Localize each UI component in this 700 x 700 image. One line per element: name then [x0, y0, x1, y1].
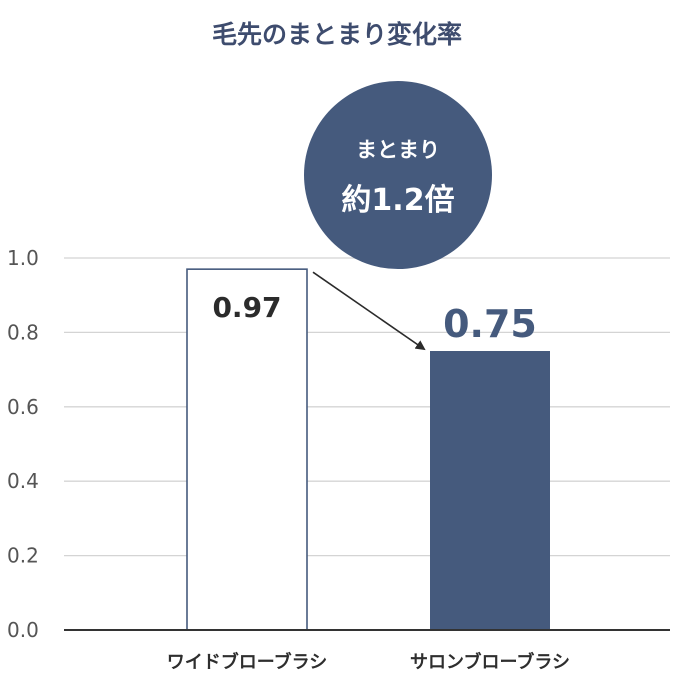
comparison-arrow	[312, 271, 426, 351]
y-tick-label: 1.0	[7, 246, 39, 270]
value-labels: 0.97 0.75	[212, 291, 536, 346]
y-tick-label: 0.8	[7, 320, 39, 344]
category-labels: ワイドブローブラシ サロンブローブラシ	[167, 651, 570, 673]
ratio-badge-circle	[304, 81, 492, 269]
ratio-badge: まとまり 約1.2倍	[304, 81, 492, 269]
category-label: サロンブローブラシ	[410, 651, 570, 673]
y-tick-label: 0.0	[7, 618, 39, 642]
value-label: 0.97	[212, 291, 281, 324]
y-tick-label: 0.6	[7, 395, 39, 419]
bars	[186, 268, 550, 631]
y-axis-ticks: 0.0 0.2 0.4 0.6 0.8 1.0	[7, 246, 39, 642]
ratio-badge-line1: まとまり	[356, 138, 440, 162]
bar-2	[430, 351, 550, 630]
category-label: ワイドブローブラシ	[167, 651, 328, 673]
bar-1	[186, 268, 308, 631]
gridlines	[64, 257, 670, 557]
value-label: 0.75	[443, 302, 537, 346]
y-tick-label: 0.4	[7, 469, 39, 493]
chart-title: 毛先のまとまり変化率	[212, 20, 462, 49]
ratio-badge-line2: 約1.2倍	[341, 183, 454, 218]
y-tick-label: 0.2	[7, 544, 39, 568]
